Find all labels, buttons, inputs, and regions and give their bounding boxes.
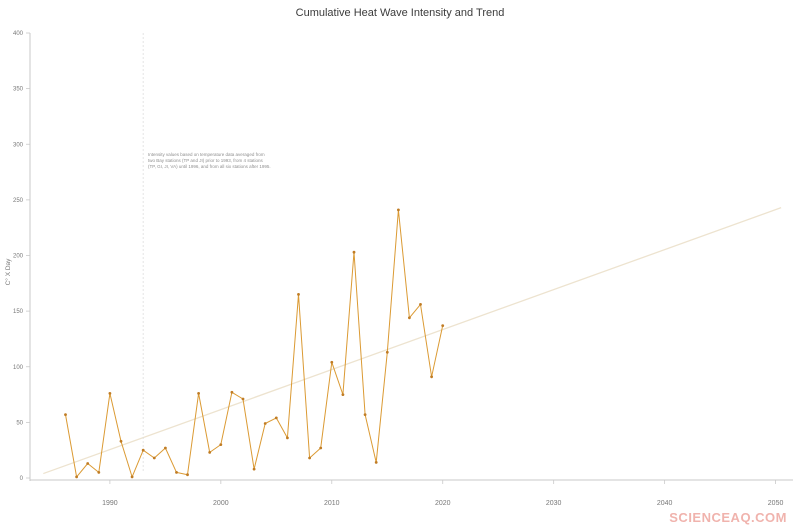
- annotation-line: two Bay stations (TP and JI) prior to 19…: [148, 157, 263, 163]
- chart-title: Cumulative Heat Wave Intensity and Trend: [295, 7, 505, 19]
- data-point: [385, 350, 389, 354]
- data-point: [252, 467, 256, 471]
- x-tick-label: 2020: [435, 500, 451, 507]
- data-point: [141, 448, 145, 452]
- data-point: [274, 416, 278, 420]
- data-point: [297, 293, 300, 296]
- data-point: [230, 390, 234, 394]
- data-point: [241, 397, 245, 401]
- data-point: [286, 436, 289, 440]
- x-tick-label: 2050: [768, 500, 784, 507]
- data-point: [186, 473, 189, 477]
- data-point: [374, 461, 378, 464]
- data-point: [397, 208, 400, 212]
- trend-line: [43, 207, 782, 475]
- data-point: [419, 303, 422, 306]
- annotation-line: Intensity values based on temperature da…: [148, 152, 265, 157]
- y-tick-label: 50: [16, 420, 23, 426]
- series-line: [65, 209, 444, 478]
- x-tick-label: 2040: [657, 500, 673, 507]
- data-point: [152, 456, 156, 460]
- data-point: [119, 439, 123, 443]
- data-point: [363, 413, 367, 416]
- y-tick-label: 400: [13, 31, 24, 37]
- data-point: [97, 471, 101, 474]
- data-point: [308, 456, 311, 460]
- data-point: [197, 392, 201, 395]
- data-point: [175, 471, 178, 474]
- x-tick-label: 1990: [102, 500, 118, 507]
- y-tick-label: 200: [13, 254, 24, 260]
- data-point: [319, 446, 323, 450]
- data-point: [352, 250, 356, 254]
- data-point: [219, 443, 223, 446]
- plot-area: 0 50 100 150 200 250 300 350 400 1990 2000 2010 2020…: [13, 31, 793, 507]
- data-point: [64, 413, 67, 416]
- y-axis-label: C° X Day: [4, 258, 12, 286]
- y-tick-label: 300: [13, 142, 24, 148]
- data-point: [408, 316, 411, 320]
- y-tick-label: 150: [13, 309, 24, 315]
- y-tick-label: 250: [13, 198, 24, 204]
- data-point: [208, 451, 212, 454]
- x-tick-label: 2000: [213, 500, 229, 507]
- data-point: [75, 475, 78, 479]
- data-point: [108, 392, 112, 395]
- x-tick-label: 2010: [324, 500, 340, 507]
- data-point: [430, 375, 433, 379]
- watermark: SCIENCEAQ.COM: [669, 510, 787, 525]
- data-point: [330, 360, 334, 364]
- x-tick-label: 2030: [546, 500, 562, 507]
- methodology-annotation: Intensity values based on temperature da…: [148, 152, 271, 170]
- y-tick-label: 100: [13, 365, 24, 371]
- data-point: [263, 422, 267, 425]
- y-tick-label: 0: [20, 476, 24, 482]
- data-point: [86, 462, 90, 465]
- annotation-line: (TP, GI, JI, VA) until 1996, and from al…: [148, 163, 271, 169]
- data-point: [441, 324, 445, 327]
- data-point: [341, 393, 345, 396]
- y-tick-label: 350: [13, 87, 24, 93]
- data-point: [130, 475, 134, 479]
- data-point: [164, 446, 167, 450]
